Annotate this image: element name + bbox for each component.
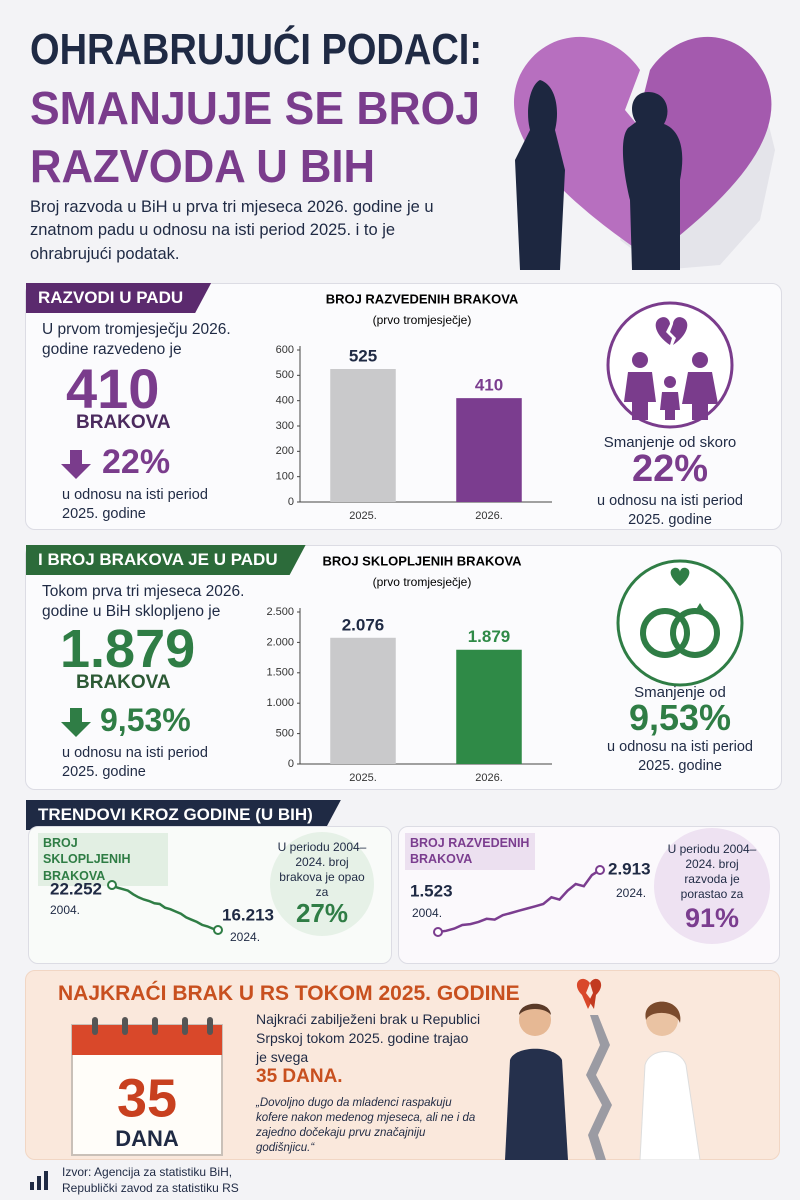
- section-heading: I BROJ BRAKOVA JE U PADU: [26, 545, 306, 575]
- y-tick-label: 2.000: [266, 636, 294, 648]
- x-label: 2004.: [50, 903, 80, 917]
- big-number: 1.879: [60, 619, 196, 679]
- source-icon: [30, 1171, 48, 1190]
- trend-line: [111, 883, 219, 932]
- section-heading: TRENDOVI KROZ GODINE (U BIH): [26, 800, 341, 830]
- y-tick-label: 100: [276, 471, 294, 483]
- side-lead: Smanjenje od skoro: [603, 434, 737, 451]
- side-note: u odnosu na isti period 2025. godine: [597, 493, 743, 528]
- source: Izvor: Agencija za statistiku BiH, Repub…: [62, 1165, 239, 1195]
- down-arrow: [61, 450, 91, 479]
- y-tick-label: 400: [276, 395, 294, 407]
- calendar-icon: 35 DANA: [71, 1017, 223, 1156]
- trend-title: BROJ RAZVEDENIH BRAKOVA: [405, 833, 535, 870]
- man-silhouette: [622, 92, 683, 270]
- lead-text: U prvom tromjesječju 2026. godine razved…: [42, 321, 231, 359]
- note: u odnosu na isti period 2025. godine: [62, 745, 208, 780]
- illustration: [513, 36, 775, 270]
- unit: BRAKOVA: [76, 412, 171, 433]
- bar: [456, 649, 522, 764]
- y-tick-label: 500: [276, 728, 294, 740]
- intro: Broj razvoda u BiH u prva tri mjeseca 20…: [30, 198, 434, 263]
- side-lead: Smanjenje od: [634, 684, 726, 701]
- bar-chart: BROJ SKLOPLJENIH BRAKOVA (prvo tromjesje…: [266, 553, 552, 782]
- x-label: 2024.: [230, 930, 260, 944]
- value-label: 16.213: [222, 905, 274, 924]
- x-tick-label: 2026.: [475, 772, 503, 782]
- chart-subtitle: (prvo tromjesječje): [373, 313, 472, 327]
- trend-value: 91%: [684, 903, 740, 933]
- change: 22%: [102, 443, 171, 481]
- trend-title: BROJ SKLOPLJENIH BRAKOVA: [38, 833, 168, 886]
- y-tick-label: 1.000: [266, 697, 294, 709]
- shortest-highlight: 35 DANA.: [256, 1066, 343, 1087]
- bar: [456, 398, 522, 502]
- title-line: RAZVODA U BIH: [30, 140, 375, 192]
- y-tick-label: 500: [276, 369, 294, 381]
- unit: BRAKOVA: [76, 672, 171, 693]
- bar: [330, 369, 396, 502]
- trend-note: U periodu 2004–2024. broj razvoda je por…: [667, 842, 757, 901]
- side-value: 9,53%: [628, 697, 732, 738]
- bar: [330, 637, 396, 764]
- value-label: 525: [349, 346, 377, 365]
- quote: „Dovoljno dugo da mladenci raspakuju kof…: [256, 1097, 476, 1154]
- value-label: 410: [475, 376, 503, 395]
- value-label: 2.076: [342, 615, 385, 634]
- shortest-text: Najkraći zabilježeni brak u Republici Sr…: [256, 1011, 481, 1065]
- end-point: [213, 925, 223, 935]
- family-icon: [606, 301, 734, 429]
- calendar-unit: DANA: [115, 1126, 179, 1151]
- title-line: OHRABRUJUĆI PODACI:: [30, 24, 482, 74]
- change: 9,53%: [100, 702, 191, 738]
- calendar-number: 35: [117, 1068, 177, 1128]
- title-line: SMANJUJE SE BROJ: [30, 82, 480, 134]
- value-label: 22.252: [50, 879, 102, 898]
- end-point: [107, 880, 117, 890]
- x-label: 2024.: [616, 886, 646, 900]
- trend-lines: 22.252 2004. 16.213 2024. 1.523 2004. 2.913 202…: [50, 828, 770, 944]
- side-value: 22%: [631, 448, 709, 490]
- y-tick-label: 0: [288, 758, 294, 770]
- x-tick-label: 2025.: [349, 772, 377, 782]
- y-tick-label: 2.500: [266, 606, 294, 618]
- value-label: 1.523: [410, 881, 453, 900]
- chart-title: BROJ RAZVEDENIH BRAKOVA: [326, 291, 519, 306]
- bar-chart: BROJ RAZVEDENIH BRAKOVA (prvo tromjesječ…: [276, 291, 552, 520]
- trend-line: [437, 868, 601, 934]
- chart-subtitle: (prvo tromjesječje): [373, 575, 472, 589]
- woman-silhouette: [515, 80, 565, 270]
- down-arrow: [61, 708, 91, 737]
- note-circle: [654, 828, 770, 944]
- value-label: 1.879: [468, 627, 511, 646]
- section-heading: RAZVODI U PADU: [26, 283, 211, 313]
- section-heading: NAJKRAĆI BRAK U RS TOKOM 2025. GODINE: [58, 982, 520, 1005]
- end-point: [595, 865, 605, 875]
- x-label: 2004.: [412, 906, 442, 920]
- couple-illustration: [505, 978, 701, 1160]
- x-tick-label: 2026.: [475, 510, 503, 520]
- y-tick-label: 300: [276, 420, 294, 432]
- lead-text: Tokom prva tri mjeseca 2026. godine u Bi…: [42, 583, 245, 621]
- header-graphics: OHRABRUJUĆI PODACI: SMANJUJE SE BROJ RAZ…: [30, 24, 775, 270]
- trend-value: 27%: [295, 898, 349, 928]
- trend-note: U periodu 2004–2024. broj brakova je opa…: [277, 840, 367, 899]
- y-tick-label: 200: [276, 445, 294, 457]
- note: u odnosu na isti period 2025. godine: [62, 487, 208, 522]
- big-number: 410: [66, 357, 160, 420]
- value-label: 2.913: [608, 859, 651, 878]
- y-tick-label: 0: [288, 496, 294, 508]
- side-note: u odnosu na isti period 2025. godine: [607, 739, 753, 774]
- rings-icon: [616, 559, 744, 687]
- note-circle: [270, 832, 374, 936]
- y-tick-label: 600: [276, 344, 294, 356]
- x-tick-label: 2025.: [349, 510, 377, 520]
- end-point: [433, 927, 443, 937]
- y-tick-label: 1.500: [266, 667, 294, 679]
- chart-title: BROJ SKLOPLJENIH BRAKOVA: [322, 553, 522, 568]
